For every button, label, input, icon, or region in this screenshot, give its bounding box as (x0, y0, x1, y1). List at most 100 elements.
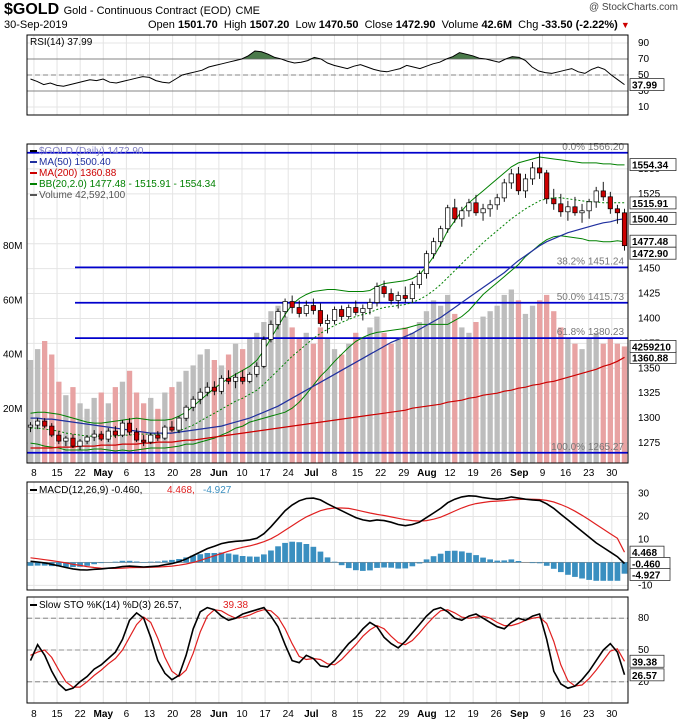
candle-body (303, 305, 309, 314)
candle (275, 308, 281, 330)
x-tick-label: 20 (167, 468, 179, 479)
x-tick-label: Aug (417, 709, 436, 720)
candle (332, 306, 338, 325)
candle (374, 282, 380, 307)
fib-label: 38.2% 1451.24 (557, 256, 625, 267)
volume-bar (148, 397, 154, 463)
last-value-volume: 4259210 (629, 340, 677, 353)
legend-entry: MA(200) 1360.88 (39, 168, 117, 179)
x-tick-label: 15 (352, 709, 364, 720)
histogram-bar (543, 562, 550, 566)
price-x-axis: 8 15 22 May 6 13 20 28 Jun 10 17 24 Jul 8 15 22 29 Aug 12 1… (31, 468, 618, 479)
volume-bar (438, 305, 444, 463)
histogram-bar (34, 562, 41, 566)
histogram-bar (239, 556, 246, 563)
histogram-bar (388, 562, 394, 568)
macd-vertical-grid (33, 482, 613, 590)
y-tick-label: 80 (638, 613, 650, 624)
volume-bar (402, 327, 408, 463)
histogram-bar (600, 562, 607, 581)
histogram-bar (155, 561, 161, 563)
histogram-bar (466, 552, 472, 563)
candle-body (197, 391, 203, 400)
candle-body (289, 301, 295, 308)
candle-body (218, 377, 224, 392)
candle (56, 431, 62, 445)
volume-bar (374, 316, 380, 463)
volume-bar (225, 354, 232, 463)
volume-bar (261, 322, 267, 463)
candle-body (614, 208, 620, 214)
histogram-bar (374, 562, 380, 568)
histogram-bar (112, 561, 119, 563)
volume-tick-label: 20M (3, 404, 22, 415)
brand-watermark: @ StockCharts.com (588, 2, 678, 13)
volume-bar (409, 332, 415, 463)
volume-bar (537, 300, 543, 463)
candle (247, 372, 253, 384)
candle-body (56, 434, 62, 442)
histogram-bar (119, 560, 126, 563)
x-tick-label: 28 (190, 468, 202, 479)
histogram-bar (515, 561, 522, 563)
y-tick-label: 1525 (638, 189, 661, 200)
last-value-box (629, 196, 677, 210)
close-value: 1472.90 (395, 19, 436, 31)
volume-bar (70, 387, 76, 463)
x-tick-label: 30 (606, 468, 618, 479)
x-tick-label: 28 (190, 709, 202, 720)
volume-bar (529, 305, 536, 463)
candle-body (459, 210, 465, 220)
candle-body (63, 437, 69, 442)
volume-bar (445, 294, 451, 463)
volume-bar (621, 346, 628, 463)
volume-bar (275, 305, 281, 463)
candle (27, 422, 34, 433)
histogram-bar (91, 562, 97, 565)
candle (473, 194, 479, 216)
x-tick-label: 22 (75, 709, 87, 720)
last-value-bb_mid: 1515.91 (629, 196, 677, 210)
candle-body (35, 420, 41, 426)
candle (339, 305, 345, 321)
last-value-text: -0.460 (632, 559, 661, 570)
x-tick-label: 8 (332, 709, 338, 720)
rsi-series (27, 50, 628, 92)
x-tick-label: 9 (540, 709, 546, 720)
volume-bar (381, 332, 387, 463)
volume-bar (339, 354, 345, 463)
histogram-bar (254, 556, 260, 563)
candle (70, 434, 76, 449)
bb-middle-line (30, 197, 625, 437)
last-value-ma200: 1360.88 (629, 351, 677, 364)
candle (402, 286, 408, 303)
volume-bar (607, 338, 613, 463)
candle (218, 375, 224, 395)
candle-body (247, 373, 253, 382)
candle (204, 382, 210, 397)
last-value-text: 37.99 (632, 81, 657, 92)
candle (282, 298, 288, 318)
y-tick-label: 1275 (638, 438, 661, 449)
candle-body (317, 310, 323, 324)
candle (530, 161, 536, 185)
candle-body (296, 307, 302, 314)
volume-bar (522, 313, 529, 463)
candle (487, 199, 493, 217)
histogram-bar (268, 550, 274, 563)
volume-bar (204, 349, 210, 463)
candle (35, 418, 41, 430)
x-tick-label: Jun (210, 709, 228, 720)
candle (211, 381, 217, 396)
x-tick-label: 26 (491, 709, 503, 720)
last-value-histogram: -4.927 (629, 568, 671, 581)
x-tick-label: 22 (75, 468, 87, 479)
y-tick-label: 1325 (638, 388, 661, 399)
x-tick-label: 8 (31, 468, 37, 479)
x-tick-label: 9 (540, 468, 546, 479)
sto-frame (26, 596, 629, 704)
histogram-bar (317, 551, 324, 563)
volume-value: 42.6M (481, 19, 513, 31)
candle-body (515, 173, 521, 192)
x-tick-label: 16 (560, 468, 572, 479)
